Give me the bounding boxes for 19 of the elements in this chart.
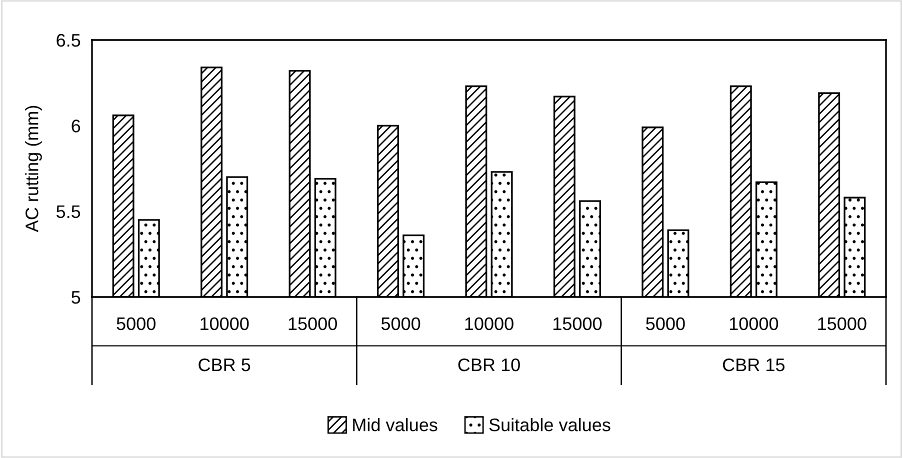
legend-label: Suitable values (489, 418, 610, 432)
y-tick-label: 5 (72, 291, 80, 304)
y-tick-label: 5.5 (56, 205, 80, 218)
text: CBR 10 (458, 358, 520, 372)
y-tick-label: 6 (72, 120, 80, 132)
x-tick-label: 5000 (381, 317, 420, 330)
legend-label: Mid values (353, 418, 438, 432)
text: CBR 15 (722, 358, 785, 372)
x-tick-label: 10000 (200, 317, 249, 330)
x-tick-label: 15000 (288, 317, 337, 330)
y-tick-label: 6.5 (56, 34, 80, 47)
x-tick-label: 5000 (646, 317, 685, 330)
text: CBR 5 (198, 358, 250, 372)
x-tick-label: 15000 (553, 317, 602, 330)
x-tick-label: 10000 (730, 317, 778, 330)
x-tick-label: 10000 (465, 317, 514, 330)
x-tick-label: 15000 (818, 317, 866, 330)
x-tick-label: 5000 (116, 317, 156, 330)
y-axis-title: AC rutting (mm) (25, 106, 42, 232)
